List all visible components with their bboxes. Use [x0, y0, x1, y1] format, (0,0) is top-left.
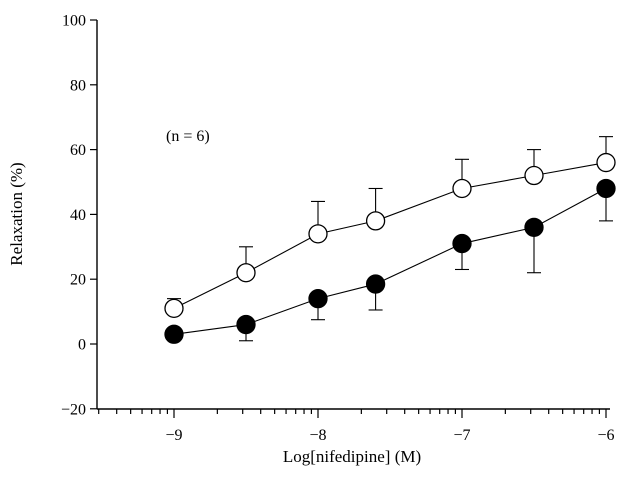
y-tick-label: −20 — [61, 401, 86, 418]
y-tick-label: 0 — [78, 337, 86, 354]
x-tick-label: −6 — [597, 427, 614, 444]
series-line — [173, 187, 607, 335]
open-circle-point — [452, 178, 472, 199]
y-tick-label: 60 — [70, 142, 86, 159]
y-tick-label: 40 — [70, 207, 86, 224]
filled-circle-point — [524, 217, 544, 238]
y-ticks: −20 0 20 40 60 80 100 — [61, 13, 97, 418]
filled-circle-point — [164, 324, 184, 344]
sample-size-annotation: (n = 6) — [166, 128, 210, 145]
open-circle-point — [164, 298, 184, 319]
x-tick-label: −7 — [453, 427, 470, 444]
x-axis-title: Log[nifedipine] (M) — [283, 447, 421, 466]
x-tick-label: −9 — [165, 427, 182, 444]
series-line — [173, 162, 607, 309]
x-ticks: −9 −8 −7 −6 — [98, 409, 615, 444]
open-circle-point — [236, 263, 256, 283]
x-tick-label: −8 — [309, 427, 326, 444]
open-circle-point — [365, 211, 386, 231]
axes — [96, 20, 610, 410]
y-axis-title: Relaxation (%) — [7, 162, 26, 265]
y-tick-label: 20 — [70, 272, 86, 289]
open-circle-point — [524, 165, 544, 186]
y-tick-label: 100 — [62, 13, 86, 30]
series-layer — [164, 136, 616, 344]
filled-circle-point — [452, 233, 472, 254]
open-circle-point — [596, 152, 616, 173]
filled-circle-point — [596, 178, 616, 199]
open-circle-point — [308, 224, 328, 244]
y-tick-label: 80 — [70, 77, 86, 94]
filled-circle-point — [365, 274, 386, 294]
filled-circle-point — [308, 288, 328, 309]
filled-circle-point — [236, 314, 256, 335]
